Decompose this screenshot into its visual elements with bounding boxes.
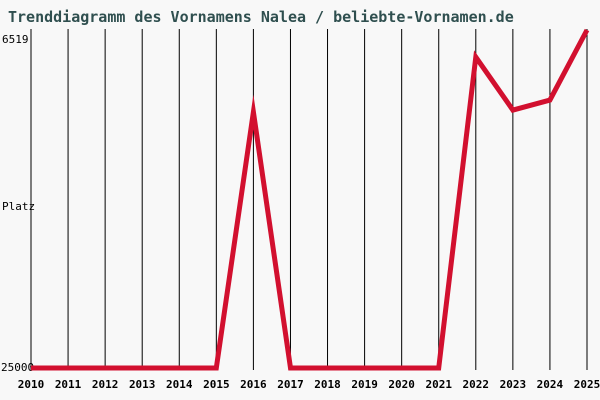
y-axis-title: Platz (2, 200, 36, 213)
x-axis-tick-label: 2015 (203, 378, 230, 391)
x-axis-tick-label: 2023 (499, 378, 527, 391)
x-axis-tick-label: 2025 (573, 378, 600, 391)
year-gridlines (30, 29, 588, 370)
trend-line (31, 28, 590, 371)
x-axis-tick-label: 2010 (17, 378, 45, 391)
x-axis-tick-label: 2021 (425, 378, 452, 391)
x-axis-tick-label: 2022 (462, 378, 490, 391)
x-axis-tick-label: 2013 (128, 378, 156, 391)
x-axis-tick-label: 2016 (240, 378, 267, 391)
x-axis-tick-label: 2017 (277, 378, 304, 391)
y-axis-top-tick-label: 6519 (2, 33, 29, 46)
x-axis-tick-label: 2011 (54, 378, 82, 391)
x-axis-tick-label: 2019 (351, 378, 378, 391)
chart-title: Trenddiagramm des Vornamens Nalea / beli… (8, 8, 514, 26)
x-axis-tick-label: 2012 (91, 378, 119, 391)
x-axis-tick-label: 2018 (314, 378, 341, 391)
x-axis-tick-label: 2024 (536, 378, 564, 391)
x-axis-tick-label: 2014 (166, 378, 193, 391)
y-axis-bottom-tick-label: 25000 (1, 361, 35, 374)
x-axis-tick-label: 2020 (388, 378, 415, 391)
